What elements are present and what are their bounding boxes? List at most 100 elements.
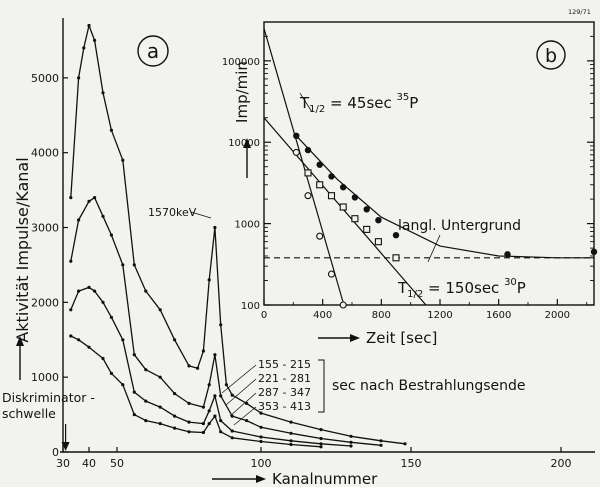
spectrum-point (173, 414, 177, 418)
legend-item-1: 155 - 215 (258, 358, 311, 371)
total-point (328, 173, 335, 180)
spectrum-point (121, 383, 125, 387)
panel-b-label: b (545, 45, 557, 67)
spectrum-point (77, 338, 81, 342)
spectrum-point (101, 91, 105, 95)
panel-a-x-ticks: 30 40 50 100 150 200 (56, 447, 572, 470)
total-point (293, 132, 300, 139)
spectrum-point (201, 405, 205, 409)
p35-leader (299, 93, 313, 113)
p35-point (316, 232, 324, 240)
panel-a-label-circle (137, 35, 169, 67)
spectrum-point (379, 439, 383, 443)
panel-b-y-tick-label: 100000 (222, 57, 260, 68)
spectrum-point (87, 23, 91, 28)
spectrum-point (207, 422, 211, 426)
spectrum-point (213, 394, 217, 398)
spectrum-point (144, 368, 148, 372)
legend-leader-2 (225, 378, 257, 406)
spectrum-point (121, 338, 125, 342)
total-point (375, 217, 382, 224)
spectrum-point (158, 375, 162, 379)
spectrum-point (101, 214, 105, 218)
total-point (304, 146, 312, 154)
spectrum-point (69, 334, 73, 338)
spectrum-point (109, 315, 113, 319)
panel-a-x-tick-label: 50 (110, 457, 124, 470)
spectrum-point (69, 259, 73, 263)
spectrum-point (201, 430, 205, 435)
panel-b-y-tick-label: 1000 (235, 220, 260, 231)
panel-a-xlabel: Kanalnummer (272, 470, 378, 487)
spectrum-point (132, 413, 136, 417)
panel-a-series (69, 23, 407, 449)
legend-leader-4 (233, 406, 257, 426)
spectrum-point (319, 436, 323, 441)
spectrum-point (132, 390, 136, 394)
panel-a-y-tick-label: 2000 (31, 296, 59, 309)
spectrum-point (187, 364, 191, 368)
panel-a-ylabel-arrowhead (16, 336, 24, 346)
spectrum-point (245, 419, 249, 423)
total-point (392, 232, 400, 239)
spectrum-point (213, 414, 217, 418)
spectrum-point (230, 436, 234, 440)
spectrum-point (289, 431, 293, 435)
spectrum-point (158, 405, 162, 409)
svg-text:T1/2 = 150sec 30P: T1/2 = 150sec 30P (397, 277, 526, 300)
spectrum-point (230, 414, 234, 418)
spectrum-point (259, 411, 263, 415)
panel-a-y-tick-label: 5000 (31, 72, 59, 85)
panel-b-points (292, 132, 598, 309)
spectrum-point (87, 199, 91, 203)
spectrum-point (319, 428, 323, 432)
svg-text:T1/2 = 45sec 35P: T1/2 = 45sec 35P (299, 92, 418, 115)
panel-a-y-ticks: 0 1000 2000 3000 4000 5000 (31, 72, 68, 459)
background-label: langl. Untergrund (398, 218, 521, 234)
spectrum-point (219, 419, 223, 423)
spectrum-point (173, 426, 177, 430)
spectrum-point (173, 338, 177, 342)
spectrum-point (101, 300, 105, 304)
legend: 155 - 215 221 - 281 287 - 347 353 - 413 … (221, 358, 526, 426)
spectrum-point (289, 439, 293, 443)
spectrum-point (230, 393, 234, 397)
spectrum-point (259, 425, 263, 429)
p35-point (292, 148, 300, 156)
spectrum-point (158, 422, 162, 426)
spectrum-point (230, 429, 234, 433)
spectrum-point (82, 46, 86, 50)
legend-leader-1 (221, 364, 257, 394)
spectrum-point (289, 420, 293, 424)
spectrum-point (259, 439, 263, 444)
spectrum-point (77, 218, 81, 222)
p35-point (304, 192, 312, 200)
panel-a-y-tick-label: 4000 (31, 147, 59, 160)
spectrum-point (158, 308, 162, 312)
spectrum-point (213, 225, 217, 230)
panel-b-x-tick-label: 2000 (545, 310, 570, 321)
spectrum-point (77, 76, 81, 80)
p35-fit-line (263, 28, 345, 306)
panel-b-ylabel-arrowhead (243, 138, 251, 148)
spectrum-point (109, 371, 113, 375)
spectrum-point (349, 444, 353, 448)
panel-b-x-tick-label: 0 (261, 310, 267, 321)
spectrum-point (349, 440, 353, 444)
spectrum-point (319, 442, 323, 446)
threshold-label-line2: schwelle (2, 406, 56, 421)
p30-point (351, 215, 359, 223)
panel-b-y-tick-label: 10000 (228, 138, 260, 149)
panel-a-ylabel: Aktivität Impulse/Kanal (13, 157, 32, 342)
panel-a-label: a (147, 39, 159, 63)
total-point (363, 206, 370, 213)
p30-fit-line (263, 117, 427, 306)
spectrum-point (245, 401, 249, 405)
spectrum-point (77, 289, 81, 293)
spectrum-point (213, 353, 217, 357)
panel-b-x-tick-label: 400 (313, 310, 332, 321)
threshold-arrowhead (61, 442, 70, 451)
panel-a-x-tick-label: 200 (551, 457, 572, 470)
